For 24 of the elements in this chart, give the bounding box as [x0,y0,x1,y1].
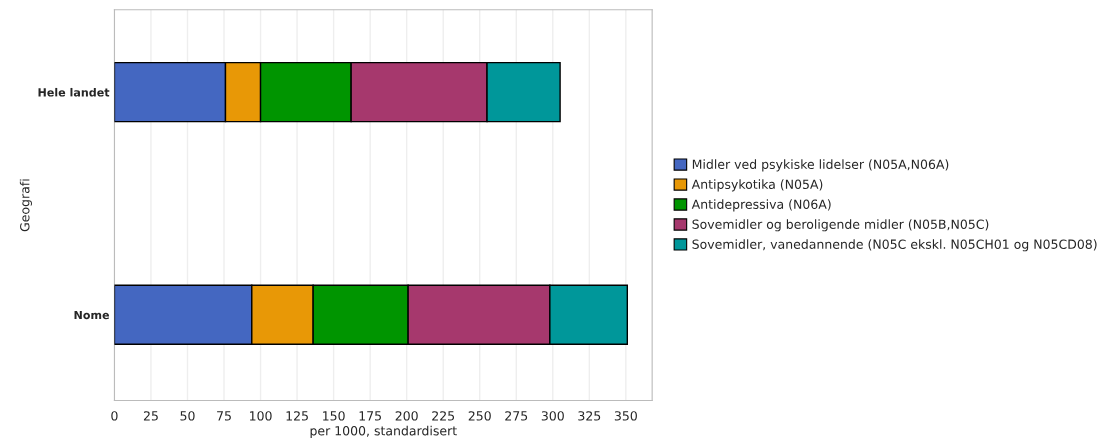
x-tick-label: 200 [395,411,418,421]
x-tick-label: 225 [432,411,455,421]
x-tick-label: 350 [614,411,637,421]
x-tick-label: 125 [286,411,308,421]
x-tick-label: 0 [111,411,118,421]
legend-label: Sovemidler, vanedannende (N05C ekskl. N05CH01 og N05CD08) [692,239,1097,252]
legend-label: Antipsykotika (N05A) [691,179,823,192]
x-tick-label: 25 [143,411,158,421]
legend-label: Midler ved psykiske lidelser (N05A,N06A) [692,159,949,172]
x-tick-label: 275 [505,411,528,421]
x-tick-label: 175 [359,411,381,421]
legend-label: Sovemidler og beroligende midler (N05B,N05C) [692,219,989,232]
x-tick-label: 50 [180,411,195,421]
x-axis-title: per 1000, standardisert [310,425,457,438]
y-tick-label: Hele landet [38,87,110,97]
y-axis-title: Geografi [19,179,32,232]
y-tick-label: Nome [74,310,110,320]
x-tick-label: 75 [217,411,231,421]
x-tick-label: 250 [468,411,491,421]
legend-label: Antidepressiva (N06A) [691,199,831,212]
x-tick-label: 300 [541,411,564,421]
x-tick-label: 325 [578,411,601,421]
x-tick-label: 100 [250,411,272,421]
x-tick-label: 150 [323,411,345,421]
